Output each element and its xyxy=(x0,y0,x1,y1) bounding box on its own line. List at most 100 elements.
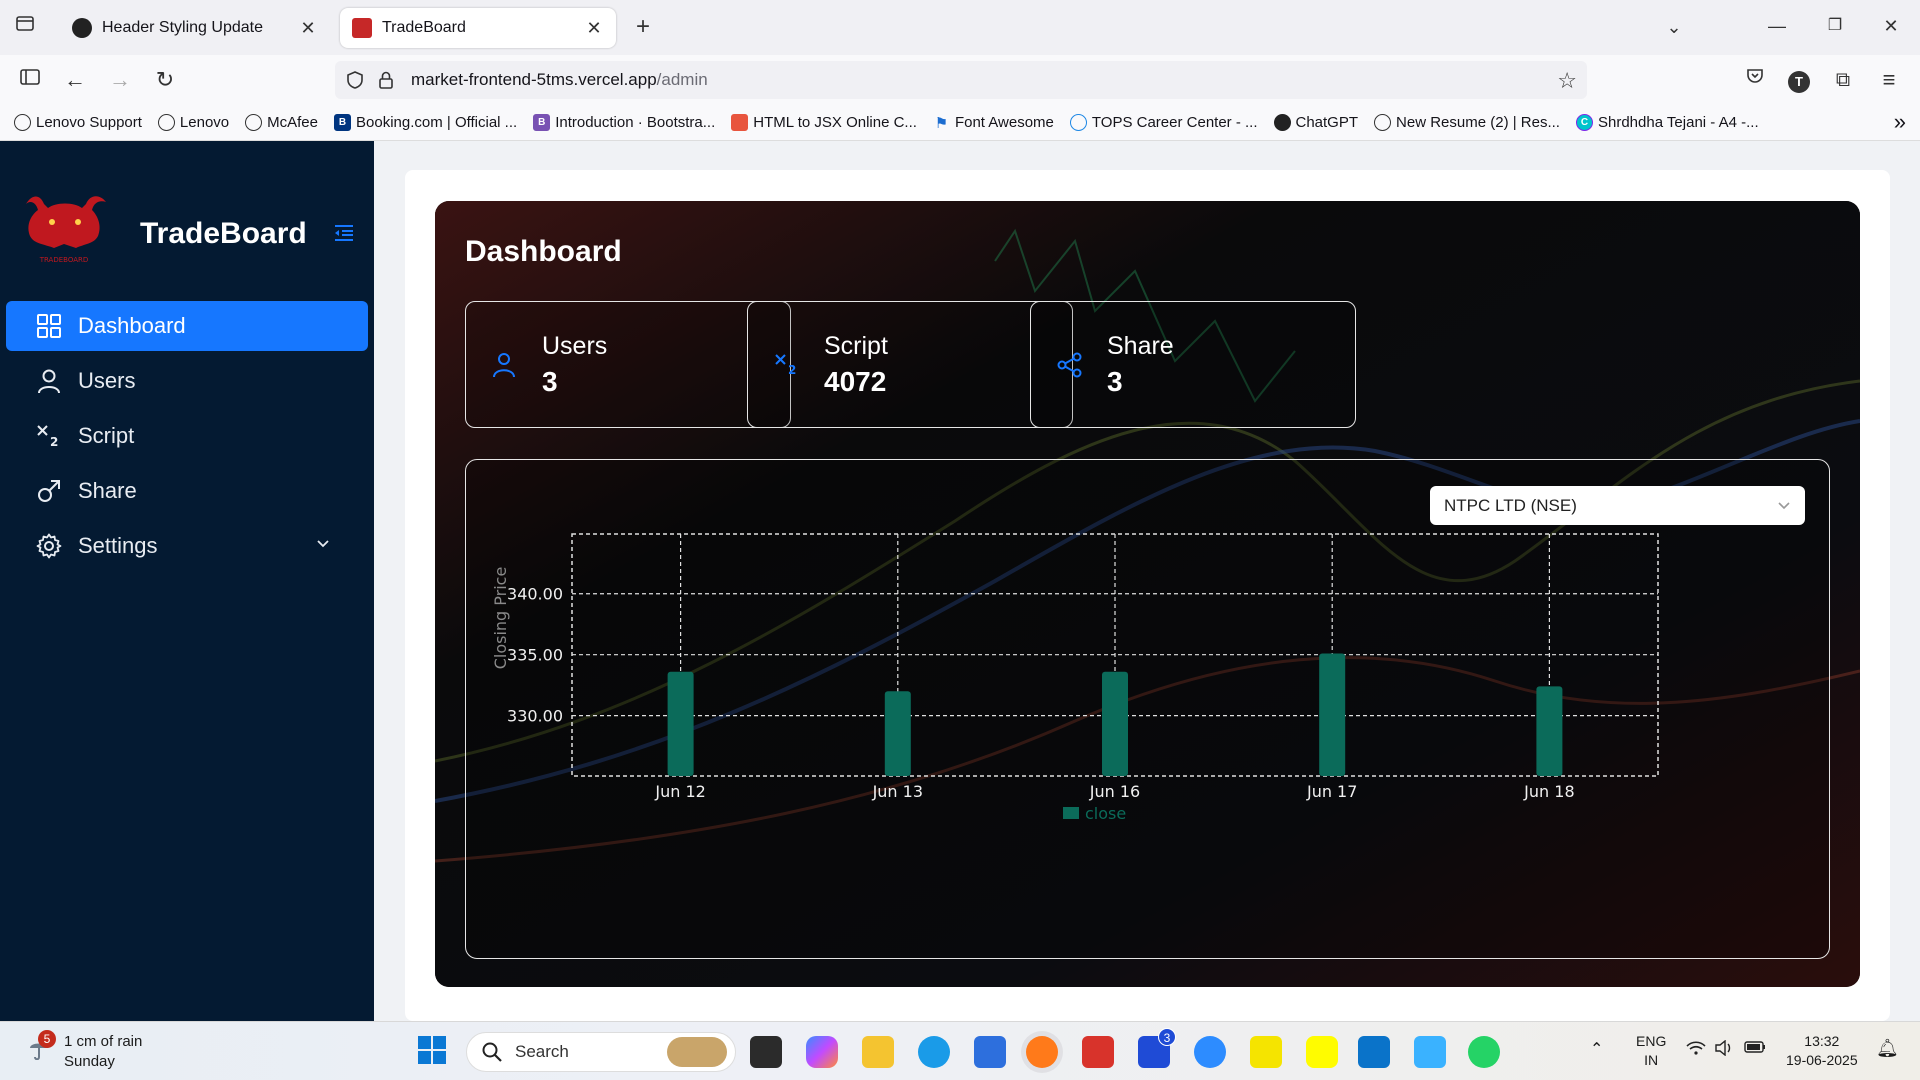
battery-icon[interactable] xyxy=(1744,1040,1766,1059)
stock-select[interactable]: NTPC LTD (NSE) xyxy=(1430,486,1805,525)
address-bar[interactable]: market-frontend-5tms.vercel.app/admin ☆ xyxy=(335,61,1587,99)
legend-label: close xyxy=(1085,804,1126,823)
sidebar: TRADEBOARD TradeBoard Dashboard Users 2 … xyxy=(0,141,374,1021)
file-explorer-icon[interactable] xyxy=(862,1036,894,1068)
globe-icon xyxy=(157,114,175,131)
y-tick-label: 335.00 xyxy=(507,646,563,665)
logo-text: TRADEBOARD xyxy=(39,256,89,264)
close-tab-icon[interactable]: ✕ xyxy=(586,17,602,38)
sidebar-item-share[interactable]: Share xyxy=(6,466,368,516)
task-view-icon[interactable] xyxy=(750,1036,782,1068)
sidebar-item-users[interactable]: Users xyxy=(6,356,368,406)
chevron-down-icon xyxy=(317,540,329,548)
bookmark-bootstrap[interactable]: B Introduction · Bootstra... xyxy=(533,114,715,131)
edge-icon[interactable] xyxy=(918,1036,950,1068)
new-tab-button[interactable]: + xyxy=(635,13,650,40)
sidebar-item-label: Dashboard xyxy=(78,313,186,338)
chart-x-ticks: Jun 12 Jun 13 Jun 16 Jun 17 Jun 18 xyxy=(654,782,1574,801)
snapchat-icon[interactable] xyxy=(1306,1036,1338,1068)
brand-title: TradeBoard xyxy=(140,217,307,250)
sidebar-item-dashboard[interactable]: Dashboard xyxy=(6,301,368,351)
clock[interactable]: 13:32 19-06-2025 xyxy=(1786,1032,1858,1070)
chart-y-ticks: 330.00 335.00 340.00 xyxy=(507,585,563,726)
bookmark-font-awesome[interactable]: ⚑ Font Awesome xyxy=(934,114,1054,132)
taskbar: 5 1 cm of rain Sunday Search 3 ⌃ ENG IN … xyxy=(0,1021,1920,1080)
gear-icon xyxy=(36,533,62,559)
language-indicator[interactable]: ENG IN xyxy=(1636,1033,1667,1068)
profile-avatar[interactable]: T xyxy=(1782,66,1816,94)
subscript-icon: 2 xyxy=(775,354,796,377)
stat-card-share: Share 3 xyxy=(1030,301,1356,428)
reload-icon[interactable]: ↻ xyxy=(155,67,175,92)
browser-tab-bar: Header Styling Update ✕ TradeBoard ✕ + ⌄… xyxy=(0,0,1920,55)
dashboard-icon xyxy=(37,314,61,338)
bar-jun-17 xyxy=(1319,653,1346,776)
start-icon[interactable] xyxy=(416,1034,448,1066)
lock-icon[interactable] xyxy=(377,70,395,95)
network-icon xyxy=(1069,114,1087,131)
wifi-icon[interactable] xyxy=(1686,1040,1706,1061)
weather-day: Sunday xyxy=(64,1053,115,1070)
sidebar-item-settings[interactable]: Settings xyxy=(6,521,368,571)
bookmark-chatgpt[interactable]: ChatGPT xyxy=(1273,114,1358,131)
bookmark-mcafee[interactable]: McAfee xyxy=(245,114,318,131)
taskbar-search[interactable]: Search xyxy=(466,1032,736,1072)
lenovo-l-icon[interactable]: 3 xyxy=(1138,1028,1176,1068)
bookmark-star-icon[interactable]: ☆ xyxy=(1557,68,1577,93)
chart-bars xyxy=(667,653,1563,776)
volume-icon[interactable] xyxy=(1714,1039,1734,1061)
subscript-icon: 2 xyxy=(37,425,58,449)
whatsapp-icon[interactable] xyxy=(1468,1036,1500,1068)
tab-header-styling[interactable]: Header Styling Update ✕ xyxy=(60,8,330,48)
pocket-icon[interactable] xyxy=(1738,66,1772,94)
weather-widget[interactable]: 5 1 cm of rain Sunday xyxy=(28,1030,142,1072)
anydesk-icon[interactable] xyxy=(1082,1036,1114,1068)
photos-icon[interactable] xyxy=(1414,1036,1446,1068)
firefox-icon[interactable] xyxy=(1026,1036,1058,1068)
svg-text:2: 2 xyxy=(50,435,58,449)
window-close-icon[interactable]: ✕ xyxy=(1883,16,1899,36)
stat-value: 3 xyxy=(542,366,558,397)
shield-icon[interactable] xyxy=(345,70,365,95)
chevron-up-icon[interactable]: ⌃ xyxy=(1590,1041,1604,1058)
sidebar-toggle-icon[interactable] xyxy=(13,66,47,94)
menu-icon[interactable]: ≡ xyxy=(1882,67,1896,92)
zoom-icon[interactable] xyxy=(1194,1036,1226,1068)
bookmark-lenovo[interactable]: Lenovo xyxy=(157,114,229,131)
stat-label: Script xyxy=(824,332,888,360)
list-all-tabs-icon[interactable]: ⌄ xyxy=(1666,17,1682,37)
menu-fold-icon[interactable] xyxy=(332,221,356,245)
user-icon xyxy=(38,369,60,394)
chatgpt-favicon-icon xyxy=(72,18,92,38)
tab-tradeboard[interactable]: TradeBoard ✕ xyxy=(340,8,616,48)
restore-icon[interactable]: ❐ xyxy=(1827,17,1843,34)
bookmark-html-to-jsx[interactable]: HTML to JSX Online C... xyxy=(731,114,917,131)
bookmark-canva[interactable]: C Shrdhdha Tejani - A4 -... xyxy=(1575,114,1759,131)
extensions-icon[interactable]: ⧉ xyxy=(1835,69,1851,91)
bookmark-tops[interactable]: TOPS Career Center - ... xyxy=(1069,114,1258,131)
bookmark-booking[interactable]: B Booking.com | Official ... xyxy=(334,114,517,131)
minimize-icon[interactable]: — xyxy=(1768,16,1786,36)
stat-label: Users xyxy=(542,332,608,360)
globe-icon xyxy=(245,114,263,131)
tab-list-icon[interactable] xyxy=(8,13,42,41)
bookmark-resume[interactable]: New Resume (2) | Res... xyxy=(1374,114,1560,131)
share-nodes-icon xyxy=(1057,352,1082,378)
bookmark-lenovo-support[interactable]: Lenovo Support xyxy=(14,114,142,131)
store-icon[interactable] xyxy=(974,1036,1006,1068)
forward-icon[interactable]: → xyxy=(109,67,131,92)
page-title: Dashboard xyxy=(465,235,622,268)
copilot-icon[interactable] xyxy=(806,1036,838,1068)
back-icon[interactable]: ← xyxy=(64,67,86,92)
vscode-icon[interactable] xyxy=(1358,1036,1390,1068)
clock-time: 13:32 xyxy=(1804,1033,1840,1049)
close-tab-icon[interactable]: ✕ xyxy=(300,17,316,38)
y-tick-label: 340.00 xyxy=(507,585,563,604)
notifications-icon[interactable]: 🔔︎ xyxy=(1876,1038,1899,1058)
dashboard-panel: Dashboard Users 3 2 Script 4072 Share 3 … xyxy=(435,201,1860,987)
sidebar-item-label: Settings xyxy=(78,533,158,558)
sticky-notes-icon[interactable] xyxy=(1250,1036,1282,1068)
more-bookmarks-icon[interactable]: » xyxy=(1893,109,1906,134)
legend-swatch xyxy=(1063,807,1079,819)
sidebar-item-script[interactable]: 2 Script xyxy=(6,411,368,461)
